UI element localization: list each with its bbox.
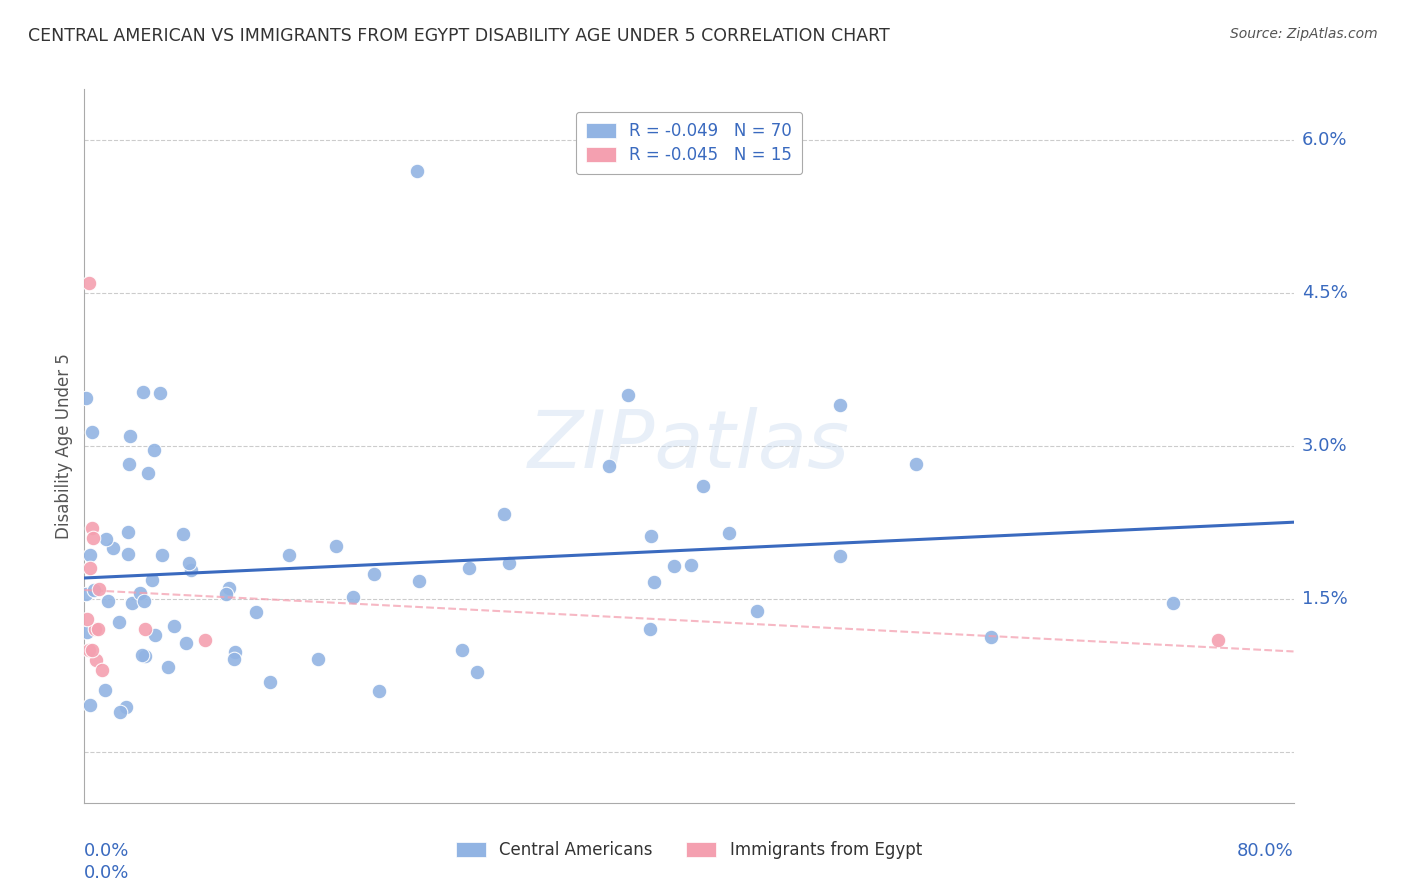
Point	[131, 385, 153, 400]
Point	[129, 585, 152, 599]
Point	[307, 651, 329, 665]
Point	[118, 429, 141, 443]
Point	[134, 648, 156, 663]
Point	[107, 615, 129, 630]
Point	[108, 705, 131, 719]
Point	[80, 643, 103, 657]
Point	[367, 684, 389, 698]
Point	[101, 541, 124, 555]
Point	[76, 625, 98, 640]
Point	[132, 594, 155, 608]
Point	[97, 594, 120, 608]
Point	[118, 457, 141, 471]
Point	[406, 163, 429, 178]
Point	[1161, 596, 1184, 610]
Point	[75, 587, 97, 601]
Text: 4.5%: 4.5%	[1302, 284, 1348, 302]
Point	[224, 651, 246, 665]
Point	[89, 582, 111, 596]
Point	[498, 556, 520, 570]
Point	[830, 549, 852, 563]
Point	[162, 619, 184, 633]
Point	[342, 590, 364, 604]
Point	[458, 561, 481, 575]
Point	[134, 623, 156, 637]
Point	[218, 581, 240, 595]
Point	[363, 566, 385, 581]
Point	[679, 558, 702, 573]
Point	[84, 623, 107, 637]
Legend: Central Americans, Immigrants from Egypt: Central Americans, Immigrants from Egypt	[450, 835, 928, 866]
Point	[156, 660, 179, 674]
Point	[451, 643, 474, 657]
Point	[980, 630, 1002, 644]
Point	[174, 636, 197, 650]
Point	[617, 388, 640, 402]
Point	[80, 425, 103, 440]
Text: 6.0%: 6.0%	[1302, 131, 1347, 149]
Point	[494, 507, 516, 521]
Point	[259, 674, 281, 689]
Point	[150, 548, 173, 562]
Point	[82, 531, 104, 545]
Point	[86, 653, 108, 667]
Point	[180, 563, 202, 577]
Point	[643, 575, 665, 590]
Point	[77, 643, 100, 657]
Point	[83, 583, 105, 598]
Point	[79, 698, 101, 713]
Point	[87, 623, 110, 637]
Point	[136, 466, 159, 480]
Point	[77, 276, 100, 290]
Point	[692, 479, 714, 493]
Point	[278, 549, 301, 563]
Point	[149, 385, 172, 400]
Point	[194, 632, 217, 647]
Point	[79, 561, 101, 575]
Text: 3.0%: 3.0%	[1302, 437, 1347, 455]
Point	[94, 683, 117, 698]
Text: CENTRAL AMERICAN VS IMMIGRANTS FROM EGYPT DISABILITY AGE UNDER 5 CORRELATION CHA: CENTRAL AMERICAN VS IMMIGRANTS FROM EGYP…	[28, 27, 890, 45]
Point	[718, 525, 741, 540]
Point	[245, 605, 267, 619]
Point	[91, 663, 114, 677]
Y-axis label: Disability Age Under 5: Disability Age Under 5	[55, 353, 73, 539]
Text: 80.0%: 80.0%	[1237, 842, 1294, 860]
Point	[94, 532, 117, 546]
Point	[75, 392, 97, 406]
Text: 1.5%: 1.5%	[1302, 590, 1347, 608]
Point	[638, 622, 661, 636]
Point	[117, 547, 139, 561]
Point	[224, 644, 246, 658]
Point	[131, 648, 153, 662]
Point	[115, 700, 138, 714]
Point	[141, 573, 163, 587]
Point	[117, 524, 139, 539]
Point	[662, 559, 685, 574]
Point	[143, 443, 166, 458]
Point	[325, 539, 347, 553]
Point	[80, 520, 103, 534]
Point	[830, 398, 852, 412]
Point	[598, 459, 620, 474]
Point	[640, 529, 662, 543]
Point	[745, 604, 768, 618]
Point	[172, 527, 194, 541]
Text: 0.0%: 0.0%	[84, 864, 129, 882]
Text: Source: ZipAtlas.com: Source: ZipAtlas.com	[1230, 27, 1378, 41]
Point	[143, 627, 166, 641]
Text: 0.0%: 0.0%	[84, 842, 129, 860]
Point	[79, 549, 101, 563]
Point	[214, 587, 236, 601]
Point	[1206, 632, 1229, 647]
Point	[76, 612, 98, 626]
Point	[121, 597, 143, 611]
Point	[465, 665, 488, 680]
Point	[408, 574, 430, 589]
Point	[904, 457, 927, 471]
Text: ZIPatlas: ZIPatlas	[527, 407, 851, 485]
Point	[177, 556, 200, 570]
